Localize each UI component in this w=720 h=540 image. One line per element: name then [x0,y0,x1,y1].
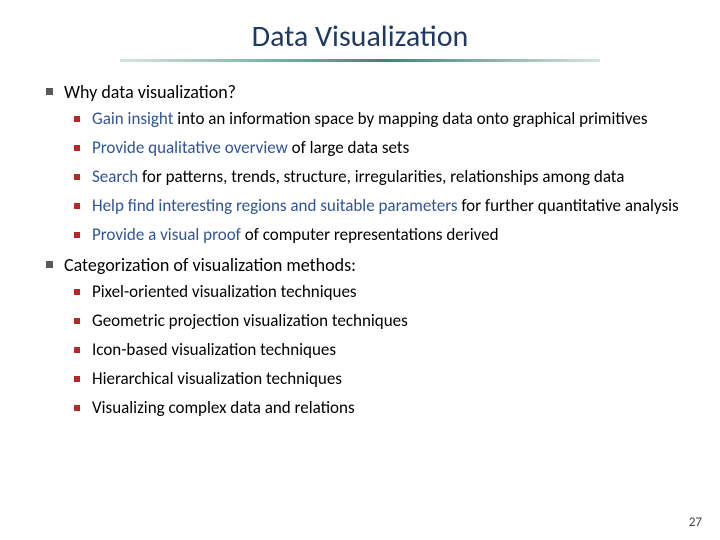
list-item-text: for further quantitative analysis [458,195,679,216]
list-item-text: Geometric projection visualization techn… [92,310,408,331]
list-item-text: Hierarchical visualization techniques [92,368,342,389]
list-item: Pixel-oriented visualization techniques [64,281,680,304]
list-item: Hierarchical visualization techniques [64,368,680,391]
list-item-text: for patterns, trends, structure, irregul… [138,166,624,187]
highlight-text: Search [92,166,138,187]
sublist: Gain insight into an information space b… [64,108,680,247]
list-item-text: of computer representations derived [241,224,499,245]
list-item-text: Icon-based visualization techniques [92,339,336,360]
highlight-text: Gain insight [92,108,173,129]
highlight-text: Help find interesting regions and suitab… [92,195,458,216]
list-item: Search for patterns, trends, structure, … [64,166,680,189]
list-item: Why data visualization? Gain insight int… [40,80,680,247]
list-item: Gain insight into an information space b… [64,108,680,131]
list-item-text: of large data sets [288,137,410,158]
list-item-text: into an information space by mapping dat… [173,108,647,129]
list-item: Visualizing complex data and relations [64,397,680,420]
title-underline [120,59,600,62]
list-item-label: Why data visualization? [64,81,236,103]
slide: Data Visualization Why data visualizatio… [0,0,720,540]
list-item: Help find interesting regions and suitab… [64,195,680,218]
list-item: Icon-based visualization techniques [64,339,680,362]
content-list: Why data visualization? Gain insight int… [40,80,680,420]
list-item: Provide qualitative overview of large da… [64,137,680,160]
slide-title: Data Visualization [40,18,680,55]
list-item: Provide a visual proof of computer repre… [64,224,680,247]
page-number: 27 [689,515,702,530]
list-item-text: Visualizing complex data and relations [92,397,355,418]
highlight-text: Provide a visual proof [92,224,241,245]
list-item-text: Pixel-oriented visualization techniques [92,281,357,302]
list-item-label: Categorization of visualization methods: [64,254,356,276]
list-item: Categorization of visualization methods:… [40,253,680,420]
list-item: Geometric projection visualization techn… [64,310,680,333]
sublist: Pixel-oriented visualization techniques … [64,281,680,420]
highlight-text: Provide qualitative overview [92,137,288,158]
